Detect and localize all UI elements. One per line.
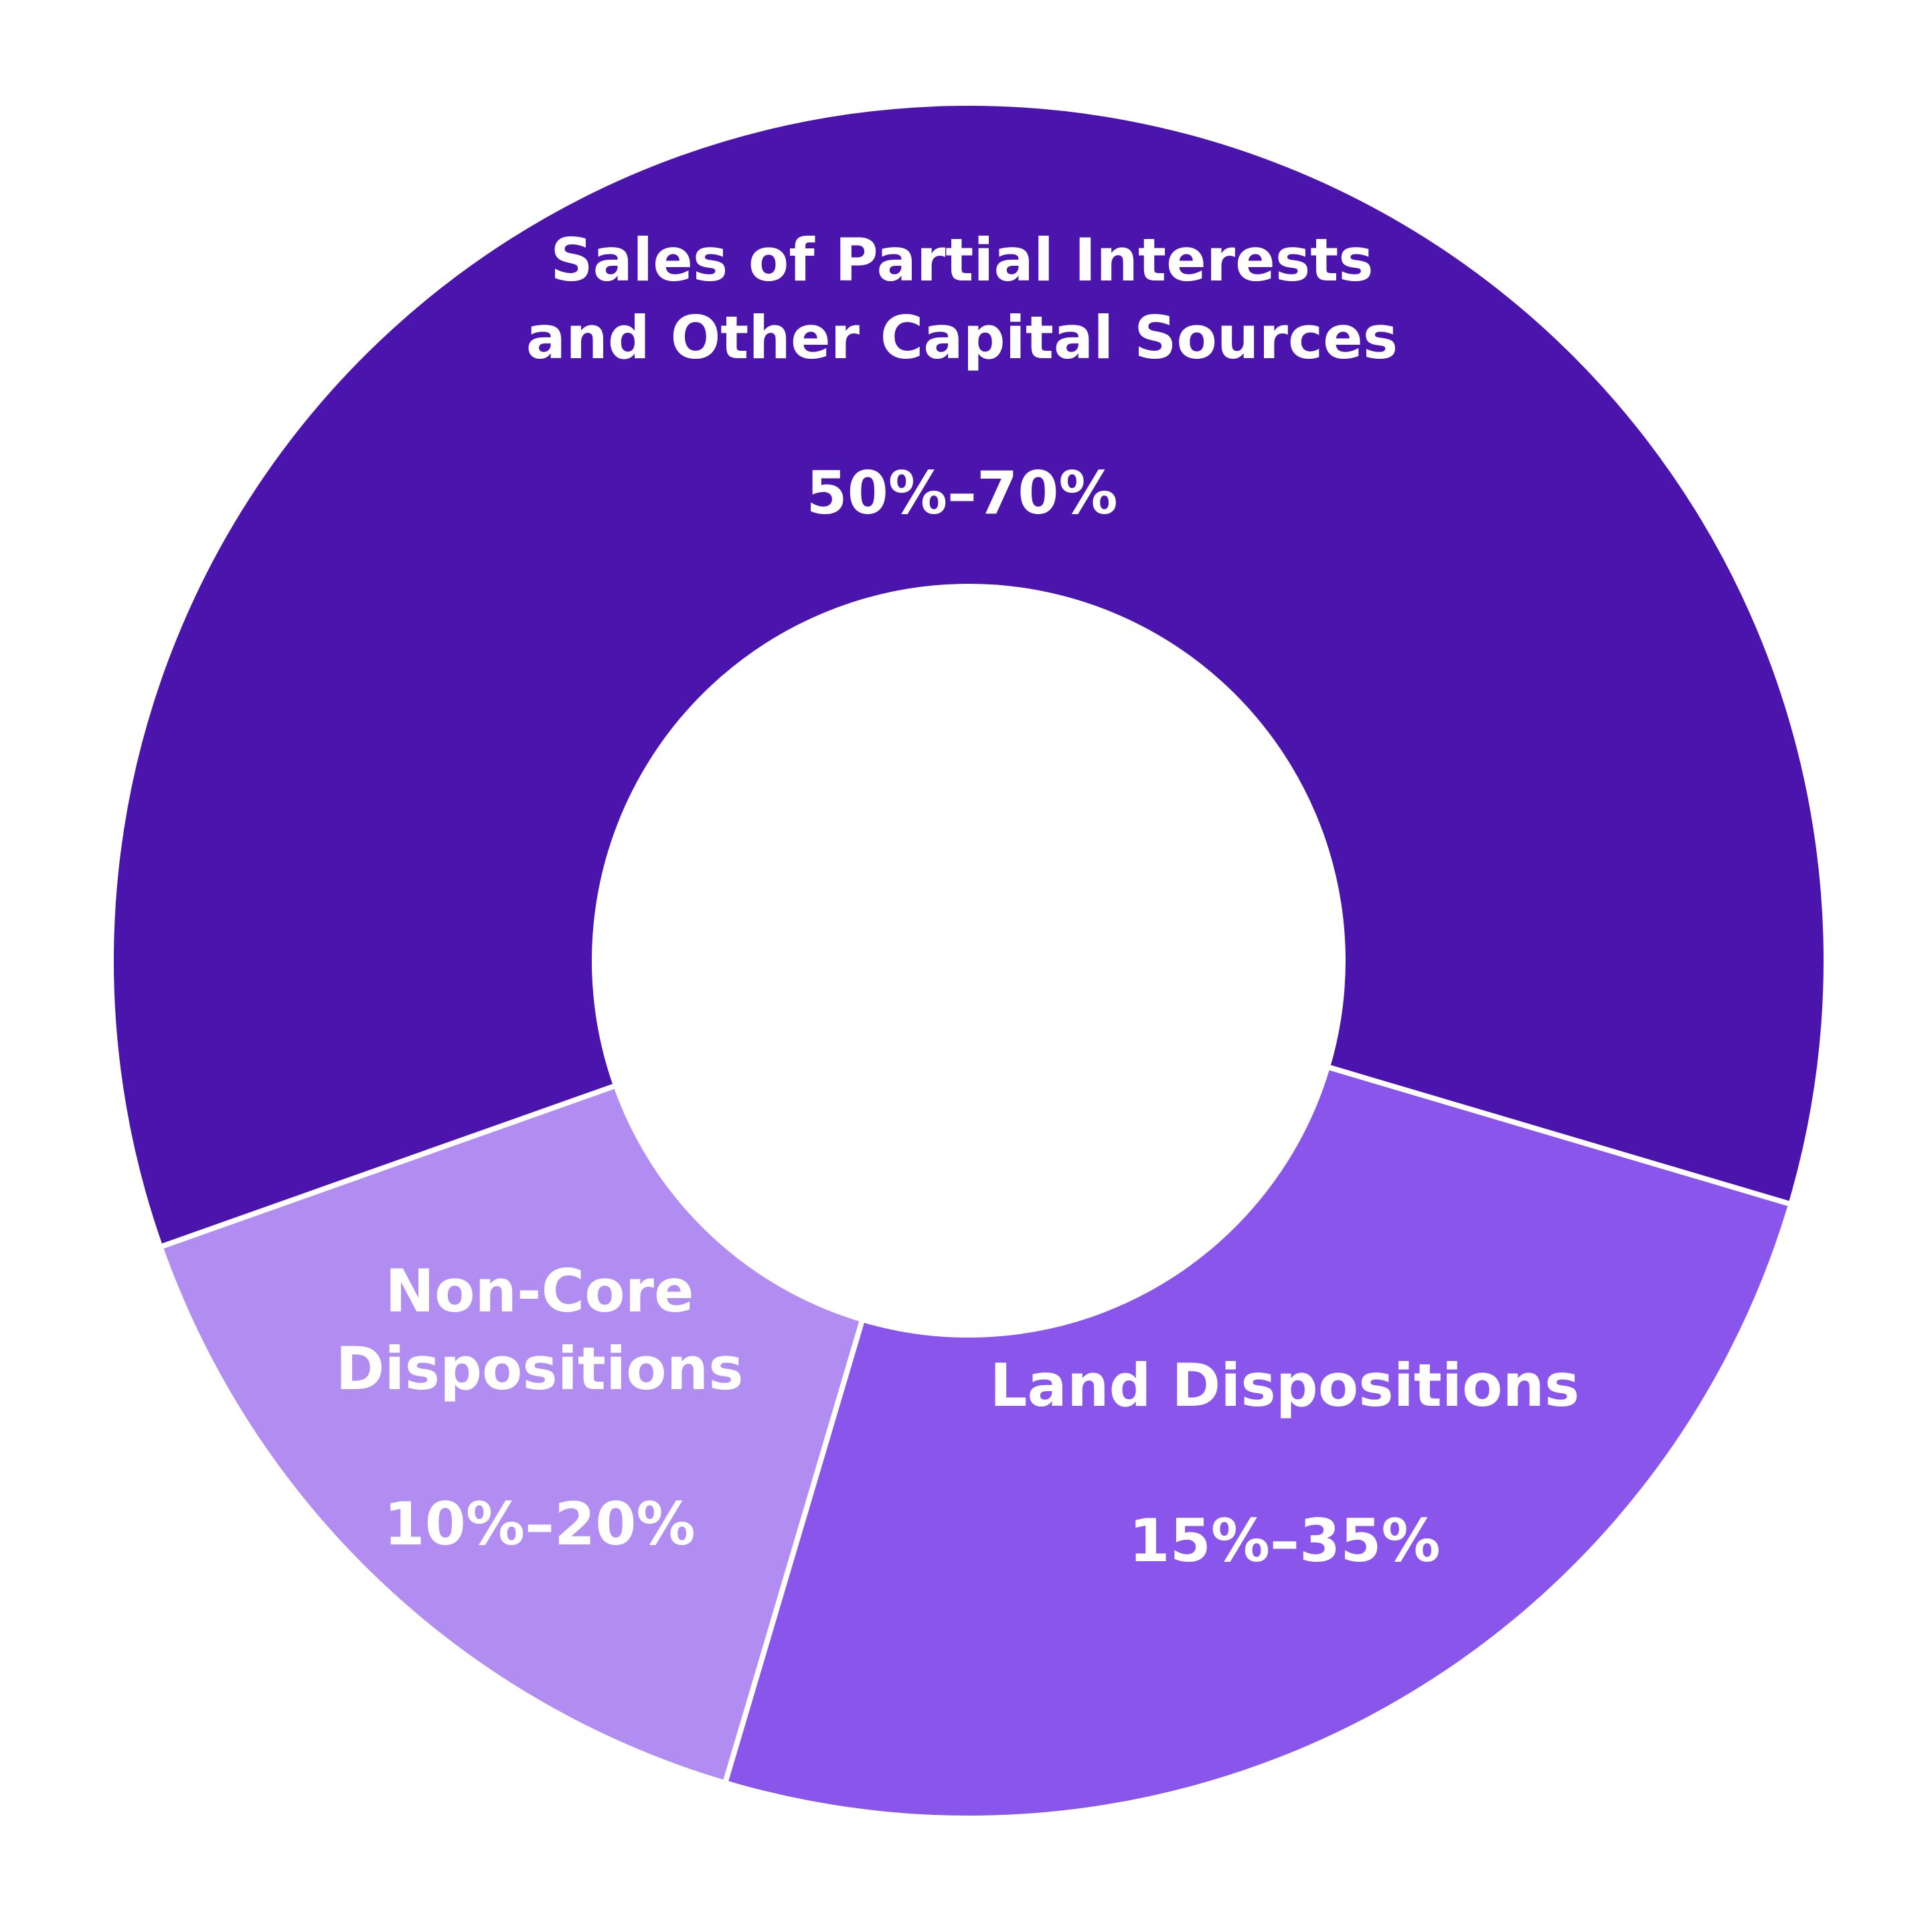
value-label: 10%–20%: [384, 1490, 696, 1558]
slice-label: Sales of Partial Interests and Other Cap…: [526, 144, 1398, 610]
slice-label: Land Dispositions 15%–35%: [989, 1269, 1579, 1658]
category-label: Sales of Partial Interests and Other Cap…: [526, 226, 1398, 372]
donut-slice: [157, 1082, 866, 1787]
donut-slice: [722, 1063, 1795, 1821]
category-label: Non-Core Dispositions: [335, 1257, 744, 1403]
slice-label: Non-Core Dispositions 10%–20%: [335, 1175, 743, 1641]
donut-slice: [108, 100, 1829, 1251]
category-label: Land Dispositions: [989, 1351, 1580, 1420]
value-label: 15%–35%: [1129, 1506, 1441, 1575]
value-label: 50%–70%: [806, 459, 1118, 528]
